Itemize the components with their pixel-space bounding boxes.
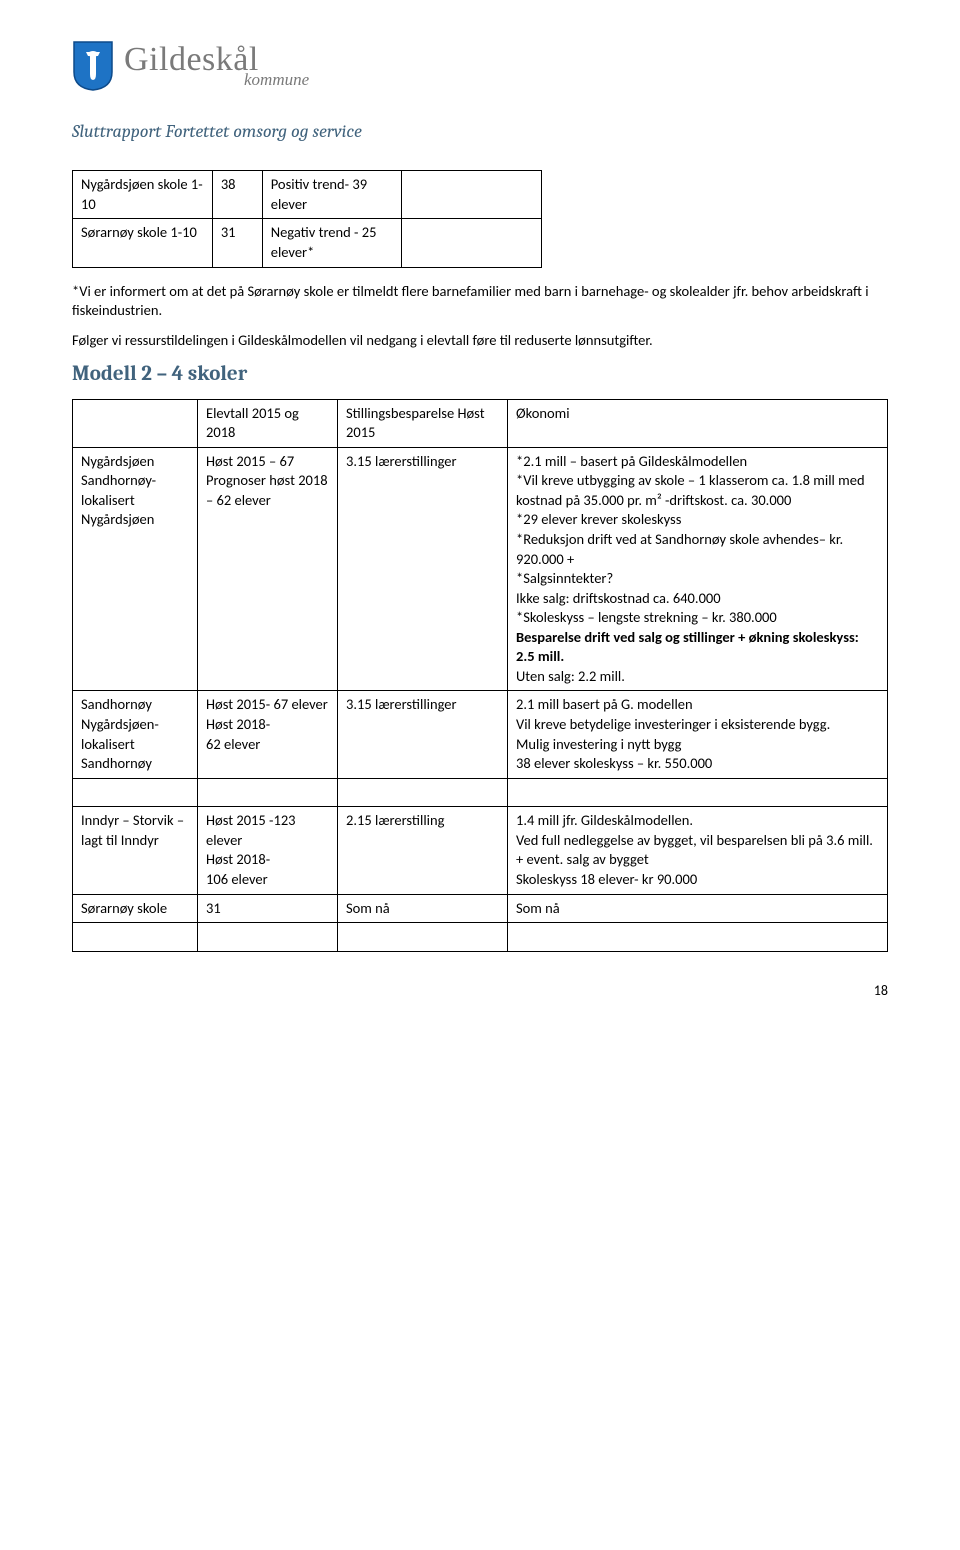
table-row: Sørarnøy skole 31 Som nå Som nå [73, 894, 888, 923]
footnote: *Vi er informert om at det på Sørarnøy s… [72, 282, 888, 321]
table-row-empty [73, 923, 888, 952]
cell [73, 778, 198, 807]
table-trends: Nygårdsjøen skole 1-10 38 Positiv trend-… [72, 170, 542, 267]
table-row-empty [73, 778, 888, 807]
cell [198, 923, 338, 952]
cell: 2.15 lærerstilling [338, 807, 508, 894]
cell: Inndyr – Storvik – lagt til Inndyr [73, 807, 198, 894]
brand-text: Gildeskål kommune [124, 45, 309, 87]
cell: Høst 2015 -123 elever Høst 2018- 106 ele… [198, 807, 338, 894]
cell: Sørarnøy skole [73, 894, 198, 923]
cell: *2.1 mill – basert på Gildeskålmodellen*… [508, 447, 888, 691]
cell: Nygårdsjøen skole 1-10 [73, 171, 213, 219]
cell: Som nå [338, 894, 508, 923]
cell: Høst 2015 – 67 Prognoser høst 2018 – 62 … [198, 447, 338, 691]
brand-sub: kommune [244, 72, 309, 87]
table-row: Nygårdsjøen skole 1-10 38 Positiv trend-… [73, 171, 542, 219]
section-heading: Modell 2 – 4 skoler [72, 360, 888, 388]
table-row: Nygårdsjøen Sandhornøy- lokalisert Nygår… [73, 447, 888, 691]
cell: Positiv trend- 39 elever [262, 171, 402, 219]
cell: Nygårdsjøen Sandhornøy- lokalisert Nygår… [73, 447, 198, 691]
cell: 31 [212, 219, 262, 267]
header-cell: Elevtall 2015 og 2018 [198, 399, 338, 447]
cell [338, 923, 508, 952]
header-cell [73, 399, 198, 447]
cell: 31 [198, 894, 338, 923]
header-cell: Stillingsbesparelse Høst 2015 [338, 399, 508, 447]
table-row: Sandhornøy Nygårdsjøen- lokalisert Sandh… [73, 691, 888, 778]
cell: Sørarnøy skole 1-10 [73, 219, 213, 267]
cell: Som nå [508, 894, 888, 923]
cell: Høst 2015- 67 elever Høst 2018- 62 eleve… [198, 691, 338, 778]
cell: Sandhornøy Nygårdsjøen- lokalisert Sandh… [73, 691, 198, 778]
logo-row: Gildeskål kommune [72, 40, 888, 92]
shield-icon [72, 40, 114, 92]
table-row: Inndyr – Storvik – lagt til Inndyr Høst … [73, 807, 888, 894]
cell: 38 [212, 171, 262, 219]
paragraph: Følger vi ressurstildelingen i Gildeskål… [72, 331, 888, 351]
cell: 3.15 lærerstillinger [338, 691, 508, 778]
cell [402, 171, 542, 219]
cell [198, 778, 338, 807]
doc-title: Sluttrapport Fortettet omsorg og service [72, 120, 888, 144]
cell [508, 778, 888, 807]
cell: Negativ trend - 25 elever* [262, 219, 402, 267]
page-number: 18 [72, 982, 888, 1001]
table-row: Sørarnøy skole 1-10 31 Negativ trend - 2… [73, 219, 542, 267]
table-model: Elevtall 2015 og 2018 Stillingsbesparels… [72, 399, 888, 952]
cell: 3.15 lærerstillinger [338, 447, 508, 691]
cell [402, 219, 542, 267]
table-header-row: Elevtall 2015 og 2018 Stillingsbesparels… [73, 399, 888, 447]
header-cell: Økonomi [508, 399, 888, 447]
cell: 1.4 mill jfr. Gildeskålmodellen. Ved ful… [508, 807, 888, 894]
cell: 2.1 mill basert på G. modellen Vil kreve… [508, 691, 888, 778]
cell [73, 923, 198, 952]
cell [338, 778, 508, 807]
cell [508, 923, 888, 952]
